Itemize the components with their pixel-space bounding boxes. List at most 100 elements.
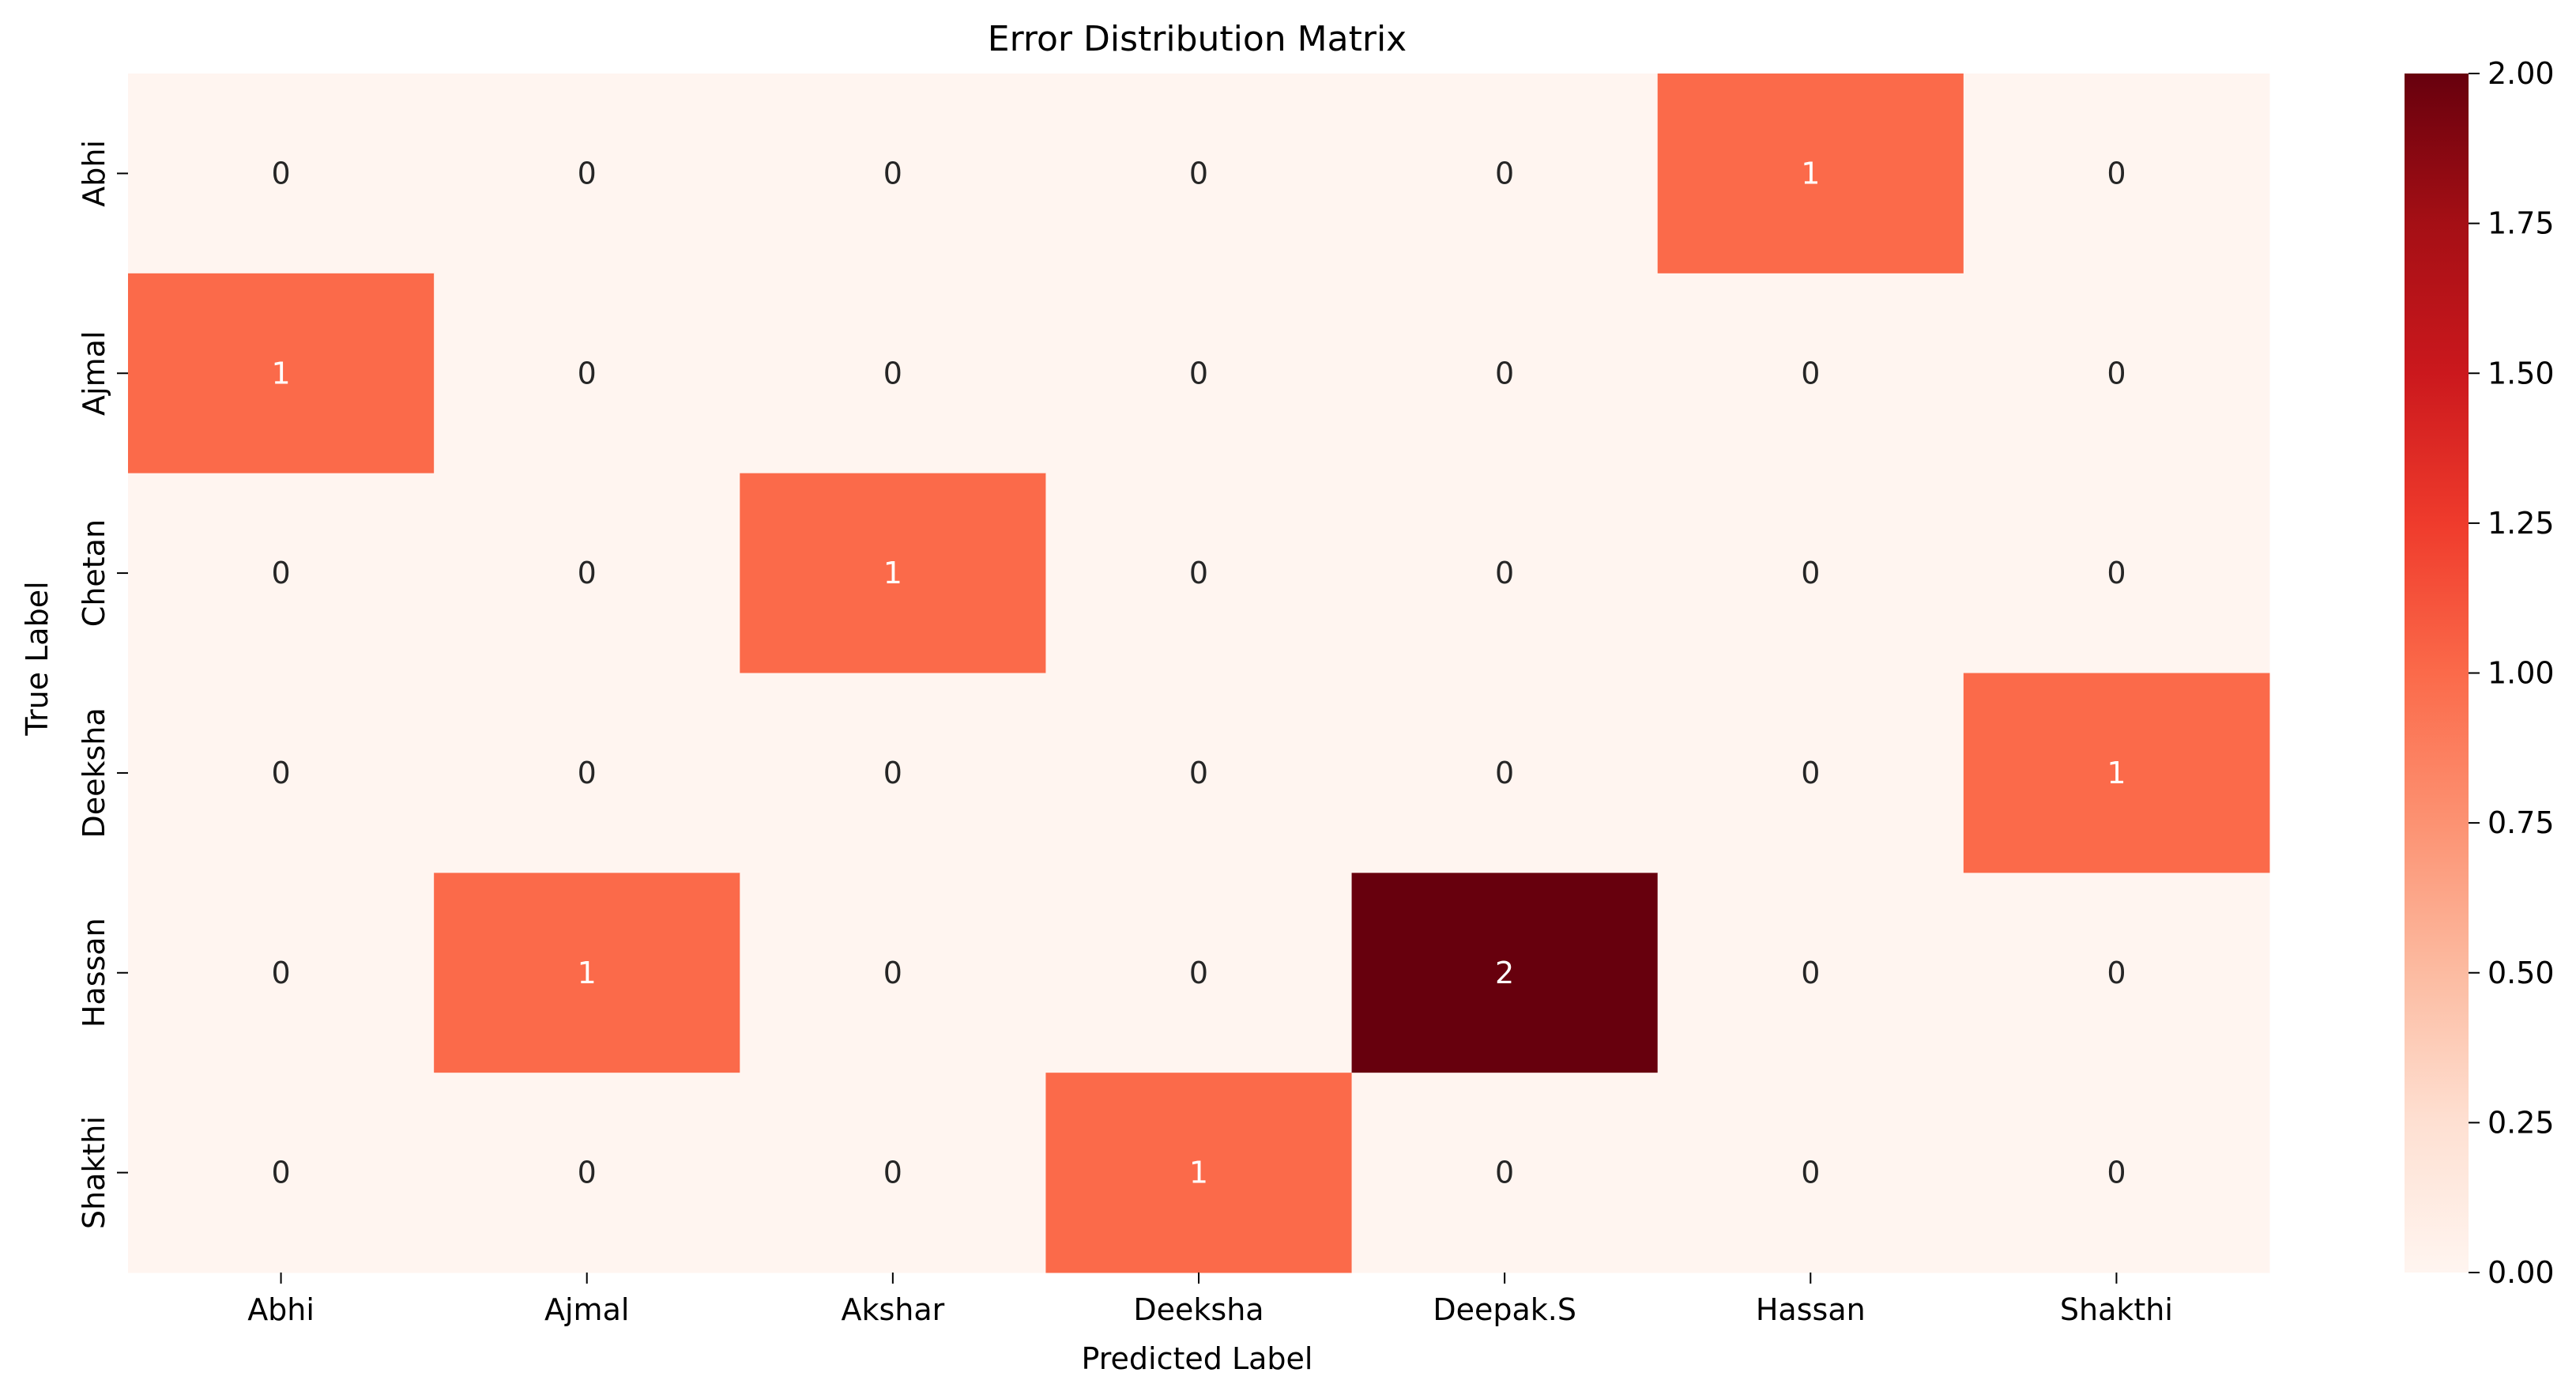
x-tick-label-6: Shakthi xyxy=(2060,1292,2173,1327)
heatmap-cell-3-2 xyxy=(740,673,1046,873)
cell-value-label-5-4: 0 xyxy=(1495,1156,1514,1190)
heatmap-cell-5-1 xyxy=(434,1073,740,1273)
heatmap-cell-1-2 xyxy=(740,273,1046,474)
colorbar-tick-label-4: 1.00 xyxy=(2487,656,2555,691)
cell-value-label-4-1: 1 xyxy=(578,956,597,990)
y-tick-label-1: Ajmal xyxy=(77,331,111,416)
heatmap-cell-5-0 xyxy=(128,1073,435,1273)
heatmap-cell-4-3 xyxy=(1045,873,1353,1073)
cell-value-label-1-6: 0 xyxy=(2107,356,2126,390)
heatmap-cell-2-3 xyxy=(1045,473,1353,673)
heatmap-cell-2-2 xyxy=(740,473,1046,673)
x-axis-ticks: Abhi Ajmal Akshar Deeksha Deepak.S Hassan Shak… xyxy=(247,1273,2173,1327)
heatmap-cell-0-3 xyxy=(1045,74,1353,274)
cell-value-label-0-2: 0 xyxy=(883,156,902,190)
cell-value-label-1-0: 1 xyxy=(271,356,290,390)
heatmap-cell-5-4 xyxy=(1351,1073,1659,1273)
heatmap-cell-1-5 xyxy=(1657,273,1964,474)
y-tick-label-4: Hassan xyxy=(77,918,111,1028)
x-tick-label-4: Deepak.S xyxy=(1433,1292,1576,1327)
cell-value-label-4-2: 0 xyxy=(883,956,902,990)
heatmap-cell-4-0 xyxy=(128,873,435,1073)
heatmap-cell-2-1 xyxy=(434,473,740,673)
heatmap-cell-3-4 xyxy=(1351,673,1659,873)
heatmap-cell-3-3 xyxy=(1045,673,1353,873)
heatmap-cell-1-0 xyxy=(128,273,435,474)
colorbar: 0.00 0.25 0.50 0.75 1.00 1.25 1.50 1.75 2.00 xyxy=(2405,56,2555,1290)
heatmap-cell-5-2 xyxy=(740,1073,1046,1273)
heatmap-cell-1-4 xyxy=(1351,273,1659,474)
cell-value-label-4-0: 0 xyxy=(271,956,290,990)
cell-value-label-3-1: 0 xyxy=(578,756,597,790)
cell-value-label-0-5: 1 xyxy=(1801,156,1820,190)
cell-value-label-4-5: 0 xyxy=(1801,956,1820,990)
colorbar-tick-label-2: 0.50 xyxy=(2487,956,2555,990)
cell-value-label-1-4: 0 xyxy=(1495,356,1514,390)
x-tick-label-3: Deeksha xyxy=(1133,1292,1264,1327)
chart-title: Error Distribution Matrix xyxy=(988,19,1407,59)
colorbar-tick-label-8: 2.00 xyxy=(2487,56,2555,91)
y-tick-label-2: Chetan xyxy=(77,519,111,627)
heatmap-cell-0-2 xyxy=(740,74,1046,274)
heatmap-cell-4-4 xyxy=(1351,873,1659,1073)
heatmap-cell-0-4 xyxy=(1351,74,1659,274)
cell-value-label-5-2: 0 xyxy=(883,1156,902,1190)
heatmap-cell-0-1 xyxy=(434,74,740,274)
x-tick-label-2: Akshar xyxy=(841,1292,944,1327)
cell-value-label-1-1: 0 xyxy=(578,356,597,390)
cell-value-label-2-3: 0 xyxy=(1189,556,1208,590)
cell-value-label-3-6: 1 xyxy=(2107,756,2126,790)
heatmap-cell-1-1 xyxy=(434,273,740,474)
x-tick-label-5: Hassan xyxy=(1756,1292,1866,1327)
heatmap-cell-0-5 xyxy=(1657,74,1964,274)
heatmap-cell-0-6 xyxy=(1963,74,2270,274)
heatmap-cell-3-0 xyxy=(128,673,435,873)
cell-value-label-2-6: 0 xyxy=(2107,556,2126,590)
heatmap-cell-3-1 xyxy=(434,673,740,873)
cell-value-label-1-5: 0 xyxy=(1801,356,1820,390)
cell-value-label-2-2: 1 xyxy=(883,556,902,590)
cell-annotations: 0 0 0 0 0 1 0 1 0 0 0 0 0 0 0 0 1 0 0 0 0 0 0 0 0 0 0 1 0 1 0 0 2 0 0 0 0 0 1 0… xyxy=(271,156,2126,1190)
x-tick-label-0: Abhi xyxy=(247,1292,314,1327)
heatmap-cell-5-3 xyxy=(1045,1073,1353,1273)
cell-value-label-1-3: 0 xyxy=(1189,356,1208,390)
cell-value-label-0-6: 0 xyxy=(2107,156,2126,190)
cell-value-label-3-0: 0 xyxy=(271,756,290,790)
cell-value-label-5-5: 0 xyxy=(1801,1156,1820,1190)
cell-value-label-5-6: 0 xyxy=(2107,1156,2126,1190)
cell-value-label-0-1: 0 xyxy=(578,156,597,190)
y-tick-label-5: Shakthi xyxy=(77,1116,111,1229)
colorbar-tick-label-0: 0.00 xyxy=(2487,1255,2555,1290)
cell-value-label-0-3: 0 xyxy=(1189,156,1208,190)
cell-value-label-3-3: 0 xyxy=(1189,756,1208,790)
heatmap-cell-4-1 xyxy=(434,873,740,1073)
heatmap-cell-2-0 xyxy=(128,473,435,673)
colorbar-tick-label-3: 0.75 xyxy=(2487,805,2555,840)
cell-value-label-2-0: 0 xyxy=(271,556,290,590)
y-tick-label-0: Abhi xyxy=(77,140,111,207)
y-tick-label-3: Deeksha xyxy=(77,707,111,838)
heatmap-cell-5-5 xyxy=(1657,1073,1964,1273)
heatmap-cell-4-2 xyxy=(740,873,1046,1073)
cell-value-label-0-4: 0 xyxy=(1495,156,1514,190)
colorbar-tick-label-6: 1.50 xyxy=(2487,356,2555,390)
cell-value-label-3-5: 0 xyxy=(1801,756,1820,790)
heatmap-cell-3-5 xyxy=(1657,673,1964,873)
heatmap-cell-1-6 xyxy=(1963,273,2270,474)
cell-value-label-2-4: 0 xyxy=(1495,556,1514,590)
heatmap-cell-4-5 xyxy=(1657,873,1964,1073)
cell-value-label-4-3: 0 xyxy=(1189,956,1208,990)
cell-value-label-5-1: 0 xyxy=(578,1156,597,1190)
cell-value-label-2-1: 0 xyxy=(578,556,597,590)
cell-value-label-4-6: 0 xyxy=(2107,956,2126,990)
heatmap-cell-3-6 xyxy=(1963,673,2270,873)
cell-value-label-5-3: 1 xyxy=(1189,1156,1208,1190)
cell-value-label-4-4: 2 xyxy=(1495,956,1514,990)
cell-value-label-2-5: 0 xyxy=(1801,556,1820,590)
y-axis-label: True Label xyxy=(20,581,55,736)
colorbar-tick-label-7: 1.75 xyxy=(2487,206,2555,241)
heatmap-cell-1-3 xyxy=(1045,273,1353,474)
heatmap-cell-5-6 xyxy=(1963,1073,2270,1273)
